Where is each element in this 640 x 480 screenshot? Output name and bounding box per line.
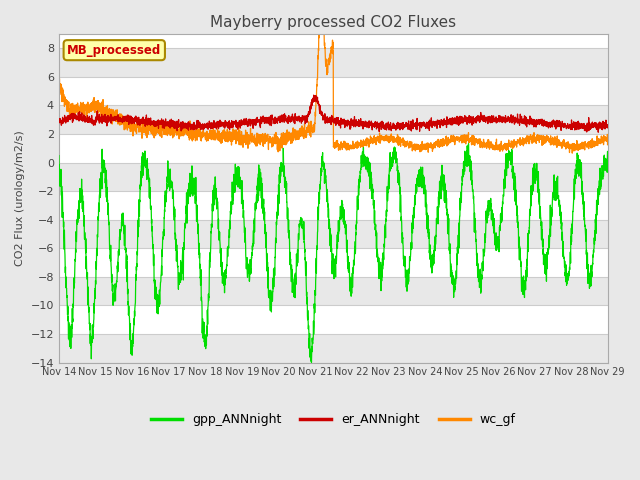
Text: MB_processed: MB_processed xyxy=(67,44,161,57)
Bar xyxy=(59,220,608,248)
Bar xyxy=(59,163,608,191)
Title: Mayberry processed CO2 Fluxes: Mayberry processed CO2 Fluxes xyxy=(211,15,456,30)
Bar xyxy=(59,277,608,305)
Y-axis label: CO2 Flux (urology/m2/s): CO2 Flux (urology/m2/s) xyxy=(15,131,25,266)
Bar xyxy=(59,334,608,362)
Bar xyxy=(59,106,608,134)
Legend: gpp_ANNnight, er_ANNnight, wc_gf: gpp_ANNnight, er_ANNnight, wc_gf xyxy=(146,408,521,432)
Bar xyxy=(59,48,608,77)
